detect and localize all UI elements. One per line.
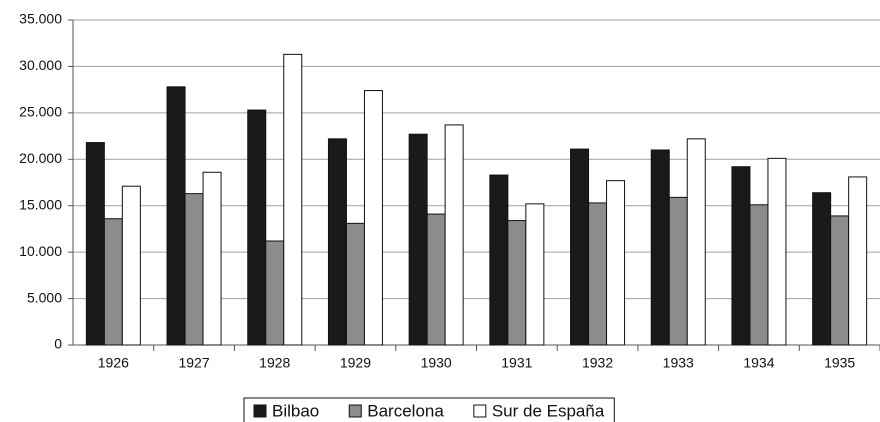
bar: [85, 142, 105, 346]
legend-label: Sur de España: [492, 401, 605, 420]
bar: [247, 109, 267, 346]
legend-swatch: [253, 404, 267, 418]
y-tick-label: 15.000: [19, 196, 62, 212]
bar: [426, 213, 446, 346]
bar: [767, 157, 787, 346]
y-tick-label: 10.000: [19, 243, 62, 259]
bar: [848, 176, 868, 346]
bar: [650, 149, 670, 346]
bar: [345, 222, 365, 346]
bar: [731, 166, 751, 346]
bar: [103, 218, 123, 346]
x-tick-label: 1934: [743, 355, 774, 371]
x-tick-label: 1928: [259, 355, 290, 371]
bar: [265, 240, 285, 346]
bar: [525, 203, 545, 346]
legend: Bilbao Barcelona Sur de España: [243, 397, 615, 422]
x-tick-label: 1931: [501, 355, 532, 371]
bar: [363, 90, 383, 346]
bar: [686, 138, 706, 346]
legend-swatch: [348, 404, 362, 418]
bar: [588, 202, 608, 346]
y-tick-label: 0: [54, 336, 62, 352]
bar: [606, 180, 626, 346]
x-tick-label: 1926: [98, 355, 129, 371]
y-tick-label: 25.000: [19, 104, 62, 120]
y-tick-label: 30.000: [19, 57, 62, 73]
legend-swatch: [473, 404, 487, 418]
legend-box: [243, 397, 615, 422]
bar: [202, 171, 222, 346]
x-tick-label: 1927: [178, 355, 209, 371]
bar: [283, 53, 303, 346]
x-tick-label: 1929: [340, 355, 371, 371]
y-tick-label: 35.000: [19, 11, 62, 27]
bar: [408, 133, 428, 346]
bar: [166, 86, 186, 346]
bar: [507, 220, 527, 346]
legend-label: Bilbao: [272, 401, 319, 420]
bar: [444, 124, 464, 346]
bar: [489, 174, 509, 346]
x-tick-label: 1935: [824, 355, 855, 371]
y-tick-label: 5.000: [27, 289, 62, 305]
x-tick-label: 1930: [421, 355, 452, 371]
bar: [830, 215, 850, 346]
bar: [121, 185, 141, 346]
y-tick-label: 20.000: [19, 150, 62, 166]
bar: [749, 204, 769, 346]
bar: [668, 196, 688, 346]
bar: [812, 192, 832, 346]
bar: [570, 148, 590, 346]
legend-label: Barcelona: [367, 401, 444, 420]
x-tick-label: 1933: [663, 355, 694, 371]
bar: [327, 138, 347, 346]
bar: [184, 193, 204, 346]
x-tick-label: 1932: [582, 355, 613, 371]
